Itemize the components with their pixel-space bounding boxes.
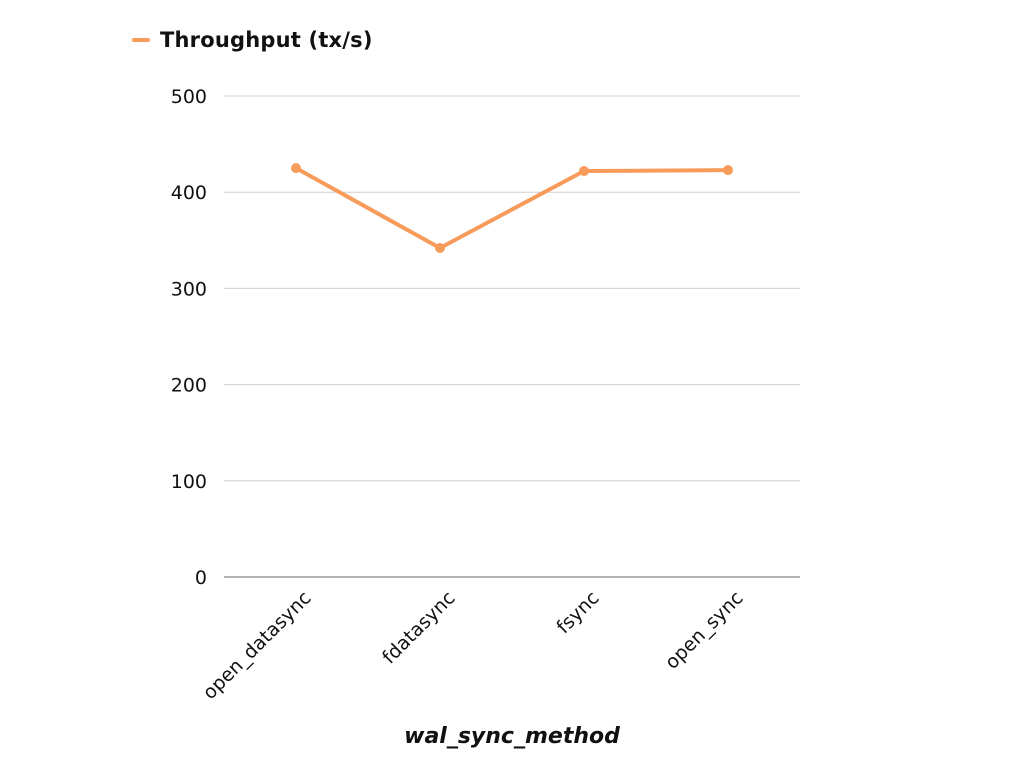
- legend-label: Throughput (tx/s): [160, 28, 373, 52]
- data-point: [579, 166, 589, 177]
- series-layer: [291, 163, 733, 253]
- x-tick-label: fsync: [552, 587, 603, 638]
- y-axis-ticks: 0 100 200 300 400 500: [171, 86, 207, 589]
- y-tick-label: 0: [195, 567, 207, 589]
- x-axis-ticks: open_datasync fdatasync fsync open_sync: [199, 587, 748, 704]
- data-point: [291, 163, 301, 174]
- x-axis-title: wal_sync_method: [404, 724, 620, 749]
- data-point: [723, 165, 733, 176]
- legend-swatch: [132, 38, 150, 42]
- series-line: [294, 166, 730, 250]
- data-point: [435, 242, 445, 253]
- y-tick-label: 500: [171, 86, 207, 108]
- y-tick-label: 100: [171, 471, 207, 493]
- legend: Throughput (tx/s): [132, 28, 373, 52]
- x-tick-label: fdatasync: [378, 587, 459, 668]
- x-tick-label: open_datasync: [199, 587, 316, 704]
- gridlines: [224, 95, 800, 578]
- y-tick-label: 200: [171, 375, 207, 397]
- y-tick-label: 400: [171, 182, 207, 204]
- x-tick-label: open_sync: [661, 587, 748, 674]
- y-tick-label: 300: [171, 278, 207, 300]
